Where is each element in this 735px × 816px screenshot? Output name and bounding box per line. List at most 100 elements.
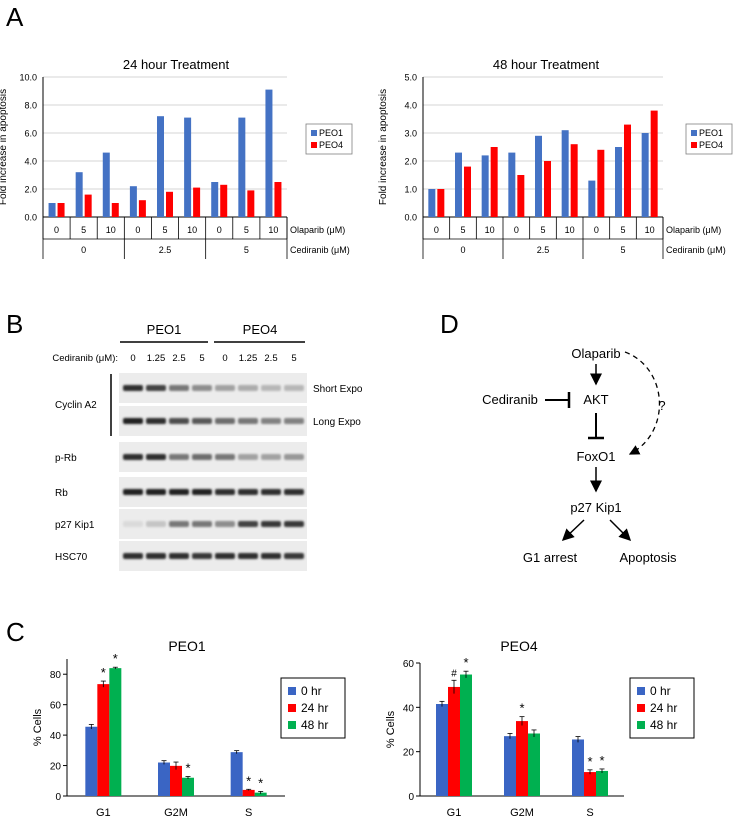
y-tick-label: 4.0 — [24, 157, 37, 167]
blot-band — [284, 418, 304, 424]
blot-row-label: Rb — [55, 488, 68, 499]
chart-title: PEO1 — [168, 638, 206, 654]
bar-peo1 — [455, 152, 462, 217]
legend: PEO1 PEO4 — [685, 123, 733, 155]
legend-swatch — [637, 721, 645, 729]
blot-dose-label: 0 — [222, 353, 227, 364]
olaparib-dose-label: 10 — [565, 225, 575, 235]
olaparib-dose-label: 0 — [514, 225, 519, 235]
bar-peo1 — [641, 133, 649, 217]
blot-row: p-Rb — [55, 442, 307, 472]
olaparib-dose-label: 0 — [434, 225, 439, 235]
node-p27: p27 Kip1 — [570, 500, 621, 515]
legend-label: 48 hr — [650, 718, 677, 732]
blot-band — [192, 454, 212, 460]
bar-0hr — [158, 762, 170, 796]
y-tick-label: 3.0 — [404, 129, 417, 139]
blot-band — [192, 385, 212, 391]
olaparib-dose-label: 5 — [460, 225, 465, 235]
blot-band — [146, 418, 166, 424]
y-tick-label: 5.0 — [404, 73, 417, 83]
blot-band — [169, 553, 189, 559]
bar-peo1 — [75, 172, 83, 217]
blot-band — [284, 454, 304, 460]
legend: 0 hr 24 hr 48 hr — [629, 677, 695, 739]
bar-24hr — [584, 772, 596, 796]
western-blot-panel: PEO1 PEO4 Cediranib (μM): 0 1.25 2.5 5 0 1.25… — [52, 322, 363, 571]
olaparib-dose-label: 5 — [620, 225, 625, 235]
blot-band — [215, 553, 235, 559]
bar-peo1 — [508, 152, 516, 217]
olaparib-dose-label: 10 — [187, 225, 197, 235]
node-akt: AKT — [583, 392, 608, 407]
panel-label-d: D — [440, 309, 459, 339]
apoptosis-24h-chart: 24 hour Treatment Fold increase in apopto… — [0, 57, 353, 259]
y-tick-label: 4.0 — [404, 101, 417, 111]
blot-dose-labels: 0 1.25 2.5 5 0 1.25 2.5 5 — [130, 353, 296, 364]
blot-band — [284, 489, 304, 495]
legend-label: 0 hr — [650, 684, 671, 698]
blot-row: p27 Kip1 — [55, 509, 307, 539]
significance-mark: * — [258, 775, 263, 790]
bar-peo4 — [274, 182, 282, 217]
legend-swatch — [311, 142, 317, 148]
blot-row-label: p-Rb — [55, 453, 77, 464]
bar-48hr — [528, 733, 540, 796]
question-mark: ? — [658, 398, 665, 413]
node-apoptosis: Apoptosis — [619, 550, 677, 565]
y-tick-label: 80 — [50, 670, 62, 681]
bar-0hr — [436, 704, 448, 796]
blot-band — [123, 521, 143, 527]
blot-dose-label: 0 — [130, 353, 135, 364]
bar-0hr — [572, 739, 584, 796]
olaparib-dose-label: 10 — [106, 225, 116, 235]
blot-band — [192, 521, 212, 527]
legend-box — [685, 123, 733, 155]
blot-band — [169, 489, 189, 495]
pathway-diagram: Olaparib AKT Cediranib FoxO1 ? p27 Kip1 … — [482, 346, 677, 565]
legend-label: 0 hr — [301, 684, 322, 698]
blot-dose-label: 2.5 — [172, 353, 185, 364]
legend-swatch — [691, 142, 697, 148]
bar-peo4 — [624, 124, 631, 217]
bar-24hr — [242, 789, 255, 796]
blot-band — [215, 521, 235, 527]
legend-swatch — [288, 704, 296, 712]
p27-to-g1-arrow — [561, 519, 585, 542]
bar-24hr — [448, 686, 460, 796]
bar-48hr — [596, 770, 608, 796]
bar-peo1 — [481, 155, 489, 217]
olaparib-dose-label: 5 — [81, 225, 86, 235]
cediranib-dose-label: 5 — [244, 245, 249, 255]
olaparib-dose-label: 0 — [54, 225, 59, 235]
bar-peo4 — [57, 203, 65, 217]
cell-cycle-peo4-chart: PEO4 % Cells 0 20 40 60 # * G1 * G2M * * S 0 hr 24 hr 48… — [385, 638, 695, 816]
bar-0hr — [230, 752, 243, 796]
blot-rows: Short Expo Long Expo p-Rb Rb p27 Kip1 HSC70 — [55, 373, 363, 571]
blot-band — [284, 553, 304, 559]
cediranib-dose-label: 2.5 — [159, 245, 172, 255]
blot-band — [192, 489, 212, 495]
blot-row-label: HSC70 — [55, 552, 88, 563]
olaparib-dose-label: 0 — [594, 225, 599, 235]
blot-header-peo1: PEO1 — [147, 322, 182, 337]
legend-swatch — [311, 130, 317, 136]
blot-band — [284, 521, 304, 527]
y-axis-label: % Cells — [32, 708, 44, 746]
blot-row: HSC70 — [55, 541, 307, 571]
apoptosis-48h-chart: 48 hour Treatment Fold increase in apopto… — [378, 57, 733, 259]
bar-peo4 — [437, 189, 445, 217]
significance-mark: * — [519, 701, 524, 716]
olaparib-dose-label: 5 — [162, 225, 167, 235]
blot-exposure-label: Short Expo — [313, 384, 363, 395]
blot-exposure-label: Long Expo — [313, 417, 361, 428]
legend-label: PEO1 — [699, 128, 723, 138]
blot-band — [169, 418, 189, 424]
cediranib-row-label: Cediranib (μM) — [290, 245, 350, 255]
blot-band — [238, 385, 258, 391]
node-olaparib: Olaparib — [571, 346, 620, 361]
bar-peo4 — [570, 144, 578, 217]
bar-peo1 — [561, 130, 569, 217]
bar-peo1 — [265, 89, 273, 217]
